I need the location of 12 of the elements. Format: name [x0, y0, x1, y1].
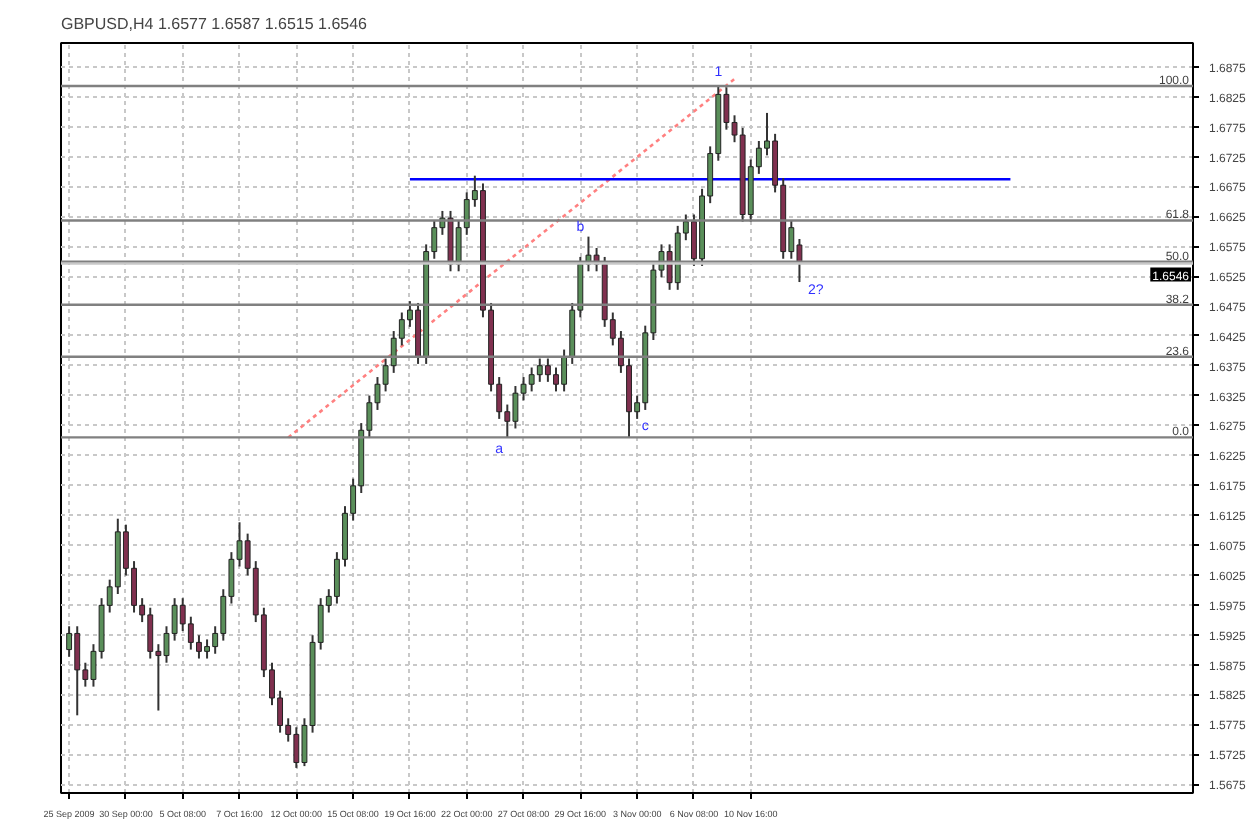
chart-title: GBPUSD,H4 1.6577 1.6587 1.6515 1.6546 [61, 15, 369, 33]
candlestick [536, 357, 543, 383]
candlestick [561, 348, 568, 393]
candlestick [147, 606, 154, 660]
candlestick [528, 366, 535, 393]
candlestick [204, 638, 210, 660]
candlestick [512, 385, 519, 430]
candlestick [74, 625, 81, 717]
candlestick [447, 209, 454, 273]
candlestick [293, 726, 300, 769]
candlestick [553, 366, 559, 393]
candlestick [544, 357, 551, 383]
